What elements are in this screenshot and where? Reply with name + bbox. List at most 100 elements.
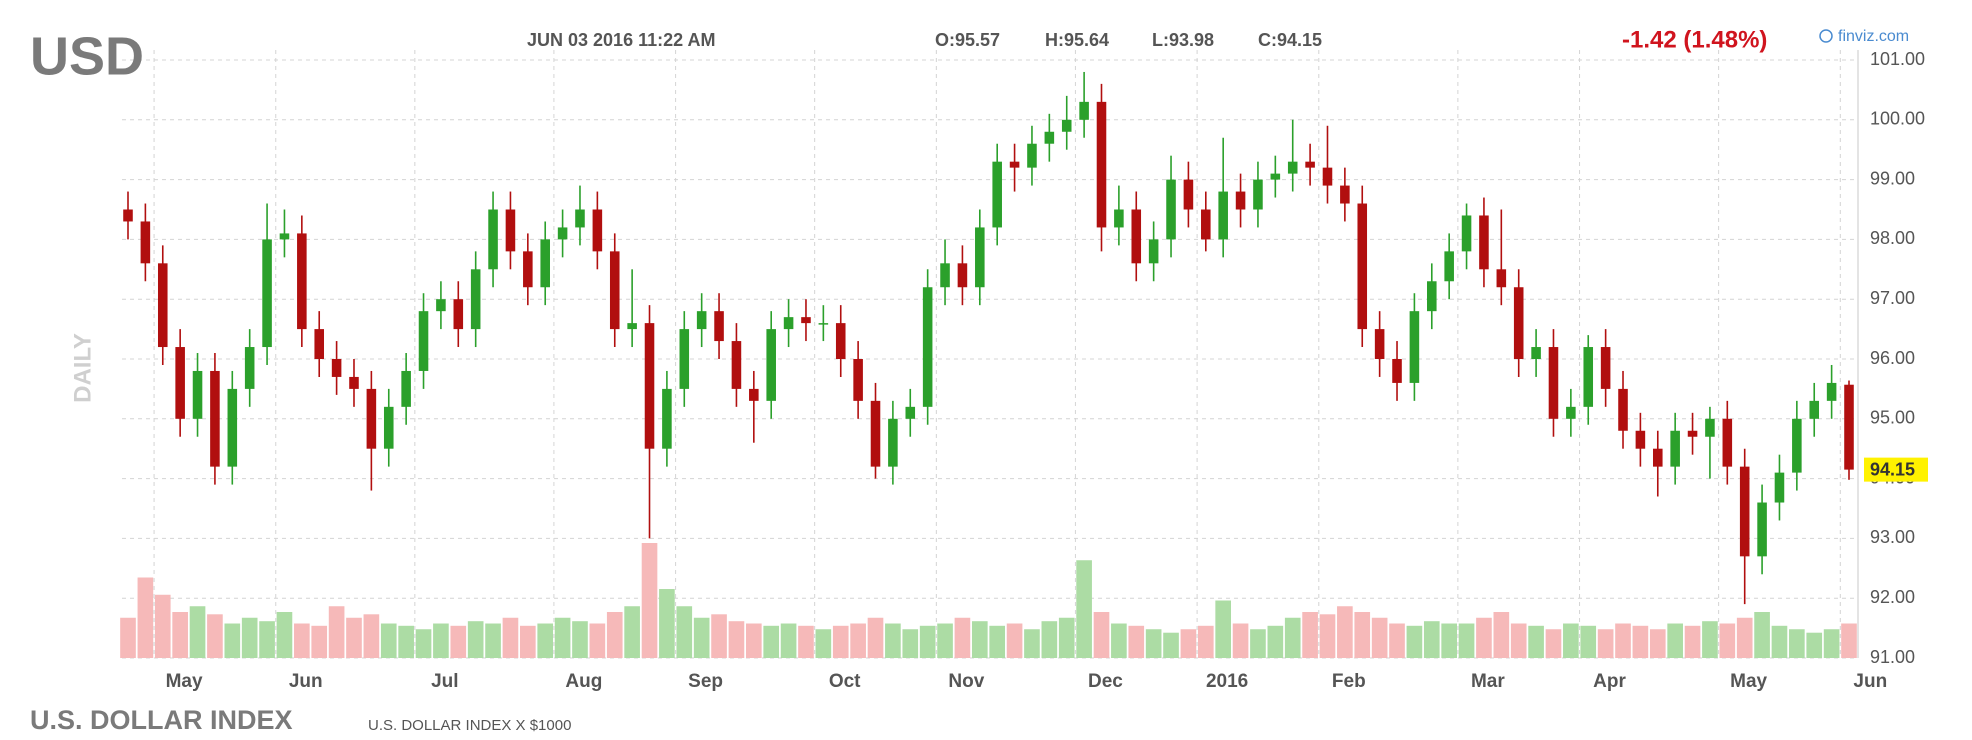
volume-bar (1076, 560, 1092, 658)
candle-body (470, 269, 481, 330)
x-tick-label: Jun (289, 671, 323, 692)
quote-high: H:95.64 (1045, 30, 1109, 50)
volume-bar (676, 606, 693, 658)
last-price-label: 94.15 (1870, 459, 1915, 479)
candle-body (1774, 472, 1785, 503)
volume-bar (815, 629, 832, 658)
candle-body (975, 227, 985, 288)
volume-bar (1111, 623, 1127, 658)
volume-bar (189, 606, 206, 658)
candle-body (557, 227, 568, 240)
candle-body (1531, 347, 1541, 359)
volume-bar (415, 629, 432, 658)
volume-bar (1337, 606, 1353, 658)
candle-body (1635, 430, 1646, 449)
volume-bar (850, 623, 866, 658)
volume-bar (1510, 623, 1527, 658)
quote-low: L:93.98 (1152, 30, 1214, 50)
x-tick-label: 2016 (1206, 671, 1248, 692)
candle-body (783, 317, 794, 330)
candle-body (1392, 359, 1402, 383)
volume-bar (606, 612, 623, 658)
volume-bar (1632, 625, 1649, 658)
candle-body (314, 329, 325, 359)
y-tick-label: 101.00 (1870, 49, 1925, 69)
x-tick-label: Apr (1593, 671, 1626, 692)
volume-bar (1736, 617, 1753, 658)
volume-bar (711, 614, 727, 658)
candle-body (1253, 179, 1263, 210)
candle-body (401, 370, 411, 407)
candle-body (1548, 347, 1559, 419)
volume-bar (537, 623, 554, 658)
chart-title: U.S. DOLLAR INDEX (30, 705, 293, 735)
candle-body (1305, 161, 1315, 168)
x-tick-label: Jun (1853, 671, 1887, 692)
candle-body (227, 388, 238, 467)
volume-bar (572, 621, 588, 658)
y-tick-label: 99.00 (1870, 168, 1915, 188)
volume-bar (1649, 629, 1666, 658)
candle-body (366, 388, 377, 449)
volume-bar (1145, 629, 1162, 658)
volume-bar (1232, 623, 1249, 658)
volume-bar (467, 621, 484, 658)
candle-body (714, 311, 724, 342)
candle-body (801, 317, 811, 324)
candle-body (1357, 203, 1368, 330)
volume-bar (867, 617, 884, 658)
volume-bar (1058, 617, 1075, 658)
candle-body (523, 251, 533, 288)
candle-body (1618, 388, 1628, 431)
candle-body (1270, 173, 1281, 180)
volume-bar (311, 625, 328, 658)
x-tick-label: Feb (1332, 671, 1366, 692)
quote-open: O:95.57 (935, 30, 1000, 50)
candle-body (992, 161, 1002, 228)
candle-body (331, 359, 342, 377)
volume-bar (693, 617, 710, 658)
volume-bar (728, 621, 745, 658)
volume-bar (641, 543, 658, 658)
volume-bar (1789, 629, 1805, 658)
candle-body (1096, 101, 1107, 228)
candle-body (1687, 430, 1698, 437)
candle-body (383, 406, 394, 449)
x-tick-label: Mar (1471, 671, 1505, 692)
candle-body (1061, 119, 1072, 132)
candle-body (1183, 179, 1194, 210)
volume-bar (1250, 629, 1266, 658)
candle-body (192, 370, 203, 419)
volume-bar (554, 617, 571, 658)
volume-bar (919, 625, 936, 658)
volume-bar (798, 625, 814, 658)
volume-bar (502, 617, 519, 658)
candle-body (1844, 384, 1854, 470)
candle-body (818, 323, 829, 325)
source[interactable]: finviz.com (1838, 28, 1909, 45)
candle-body (1705, 418, 1715, 437)
candle-body (1496, 269, 1507, 288)
candle-body (1409, 311, 1420, 383)
y-tick-label: 92.00 (1870, 587, 1915, 607)
candle-body (662, 388, 672, 449)
candle-body (244, 347, 255, 389)
candle-body (1652, 448, 1663, 467)
volume-bar (241, 617, 258, 658)
candle-body (1166, 179, 1176, 240)
volume-bar (259, 621, 275, 658)
volume-bar (1841, 623, 1857, 658)
candle-body (1044, 131, 1055, 144)
candle-body (140, 221, 151, 264)
volume-bar (954, 617, 971, 658)
volume-bar (885, 623, 901, 658)
candle-body (1739, 466, 1750, 557)
volume-bar (154, 594, 171, 658)
volume-bar (1823, 629, 1840, 658)
candle-body (870, 400, 881, 467)
candle-body (749, 388, 759, 401)
volume-bar (328, 606, 345, 658)
volume-bar (346, 617, 362, 658)
period-label: DAILY (69, 333, 96, 403)
